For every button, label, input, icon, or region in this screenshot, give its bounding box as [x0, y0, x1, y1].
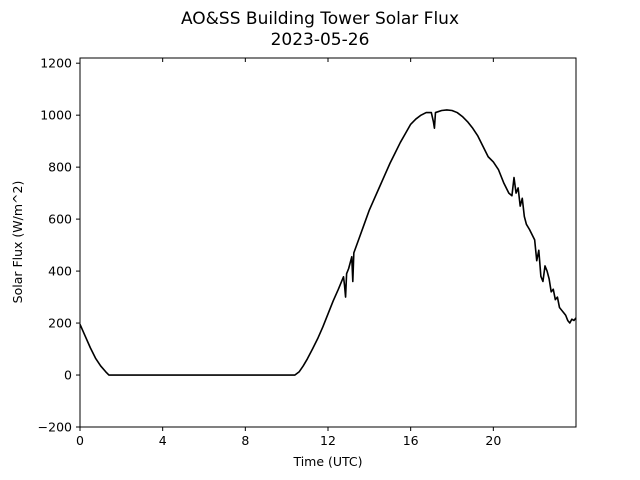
x-tick-label: 16 — [403, 433, 419, 448]
y-axis: −200 0 200 400 600 800 1000 1200 — [38, 56, 80, 435]
series-line — [79, 109, 577, 376]
x-tick-label: 0 — [76, 433, 84, 448]
y-tick-label: −200 — [38, 420, 72, 435]
x-axis-label: Time (UTC) — [292, 454, 362, 469]
y-tick-label: 600 — [48, 212, 72, 227]
x-tick-label: 12 — [320, 433, 336, 448]
series-group — [79, 109, 577, 376]
plot-area — [79, 57, 577, 428]
y-tick-label: 1200 — [40, 56, 72, 71]
chart-subtitle: 2023-05-26 — [271, 30, 370, 50]
y-tick-label: 200 — [48, 316, 72, 331]
plot-frame — [79, 57, 577, 428]
y-tick-label: 1000 — [40, 108, 72, 123]
chart-title: AO&SS Building Tower Solar Flux — [181, 9, 459, 29]
y-tick-label: 800 — [48, 160, 72, 175]
y-tick-label: 0 — [64, 368, 72, 383]
y-tick-label: 400 — [48, 264, 72, 279]
x-tick-label: 20 — [485, 433, 501, 448]
x-axis: 0 4 8 12 16 20 — [76, 58, 501, 448]
x-tick-label: 4 — [159, 433, 167, 448]
x-tick-label: 8 — [241, 433, 249, 448]
y-axis-label: Solar Flux (W/m^2) — [10, 181, 25, 304]
